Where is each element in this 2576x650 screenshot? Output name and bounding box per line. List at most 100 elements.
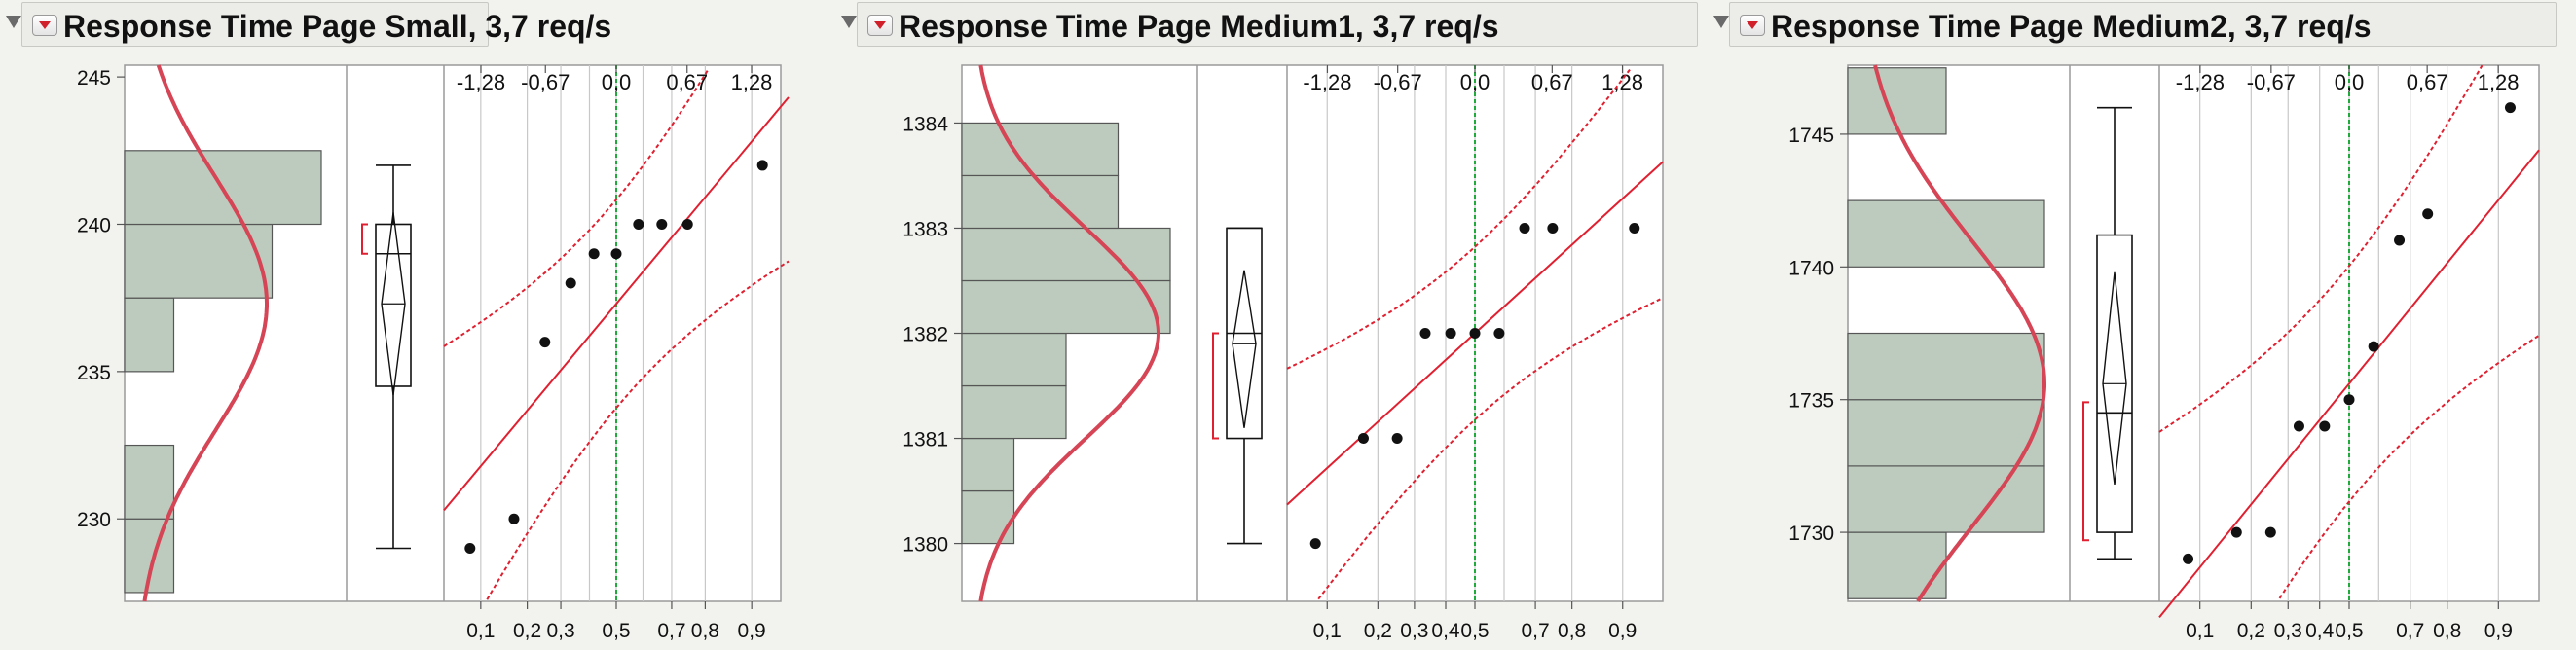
red-triangle-menu-icon[interactable] <box>867 15 893 36</box>
data-point <box>2368 341 2379 352</box>
probability-tick-label: 0,3 <box>2274 620 2302 642</box>
data-point <box>756 160 768 171</box>
y-tick-label: 1384 <box>902 113 948 135</box>
histogram-bar <box>1847 465 2045 533</box>
data-point <box>1629 222 1640 234</box>
panel-title: Response Time Page Small, 3,7 req/s <box>63 9 612 44</box>
probability-tick-label: 0,9 <box>738 620 766 642</box>
data-point <box>2293 420 2304 432</box>
probability-tick-label: 0,4 <box>1431 620 1460 642</box>
data-point <box>588 248 600 260</box>
mean-diamond <box>381 212 406 396</box>
y-tick-label: 240 <box>77 214 111 236</box>
y-tick-label: 1730 <box>1788 523 1834 545</box>
data-point <box>464 543 476 555</box>
y-tick-label: 230 <box>77 509 111 531</box>
probability-tick-label: 0,7 <box>1521 620 1549 642</box>
data-point <box>1547 222 1559 234</box>
quantile-tick-label: -0,67 <box>1374 70 1422 94</box>
probability-tick-label: 0,9 <box>2484 620 2513 642</box>
y-tick-label: 245 <box>77 67 111 90</box>
data-point <box>508 513 520 524</box>
shortest-half-bracket <box>361 223 368 255</box>
histogram-bar <box>1847 332 2045 401</box>
quantile-tick-label: -1,28 <box>2176 70 2225 94</box>
red-triangle-menu-icon[interactable] <box>1740 15 1765 36</box>
probability-tick-label: 0,8 <box>1558 620 1586 642</box>
data-point <box>1357 433 1369 445</box>
confidence-band-lower <box>486 260 790 600</box>
panel-header: Response Time Page Medium2, 3,7 req/s <box>1729 2 2557 47</box>
data-point <box>539 337 551 348</box>
shortest-half-bracket <box>1212 332 1219 440</box>
probability-tick-label: 0,8 <box>691 620 719 642</box>
data-point <box>2230 526 2242 538</box>
quantile-tick-label: 0,0 <box>2335 70 2365 94</box>
y-tick-label: 1735 <box>1788 390 1834 413</box>
y-tick-label: 1383 <box>902 218 948 240</box>
quantile-tick-label: 1,28 <box>731 70 773 94</box>
histogram-bar <box>124 444 175 520</box>
data-point <box>565 277 576 289</box>
quantile-tick-label: -1,28 <box>457 70 505 94</box>
data-point <box>681 218 693 230</box>
histogram-bar <box>961 227 1171 282</box>
probability-tick-label: 0,8 <box>2433 620 2461 642</box>
quantile-tick-label: 0,67 <box>1531 70 1573 94</box>
data-point <box>2319 420 2331 432</box>
histogram-bar <box>1847 531 1947 599</box>
y-tick-label: 1745 <box>1788 125 1834 147</box>
iqr-box <box>375 223 412 387</box>
data-point <box>2343 394 2355 406</box>
disclosure-triangle-icon[interactable] <box>841 16 857 28</box>
y-tick-label: 1740 <box>1788 257 1834 279</box>
disclosure-triangle-icon[interactable] <box>6 16 21 28</box>
panel-header: Response Time Page Medium1, 3,7 req/s <box>857 2 1698 47</box>
normal-density-curve <box>978 64 1161 602</box>
disclosure-triangle-icon[interactable] <box>1713 16 1729 28</box>
histogram-bar <box>124 297 175 373</box>
mean-diamond <box>2102 271 2127 486</box>
data-point <box>2183 553 2194 564</box>
red-triangle-menu-icon[interactable] <box>32 15 57 36</box>
data-point <box>2394 235 2406 246</box>
histogram-bar <box>1847 399 2045 467</box>
probability-tick-label: 0,9 <box>1608 620 1637 642</box>
quantile-tick-label: -1,28 <box>1303 70 1351 94</box>
data-point <box>1391 433 1403 445</box>
confidence-band-lower <box>1317 297 1664 600</box>
confidence-band-upper <box>1286 66 1633 370</box>
normal-quantile-line <box>2158 149 2540 619</box>
plot-frame <box>124 64 782 602</box>
data-point <box>1519 222 1530 234</box>
histogram-bar <box>961 437 1015 492</box>
quantile-tick-label: -0,67 <box>2247 70 2296 94</box>
data-point <box>1469 328 1481 339</box>
probability-tick-label: 0,3 <box>546 620 574 642</box>
histogram-bar <box>961 122 1120 177</box>
data-point <box>610 248 622 260</box>
probability-tick-label: 0,7 <box>657 620 685 642</box>
quantile-tick-label: 0,0 <box>1460 70 1490 94</box>
shortest-half-bracket <box>2082 401 2089 542</box>
probability-tick-label: 0,1 <box>1313 620 1342 642</box>
data-point <box>2504 102 2516 114</box>
panel-header: Response Time Page Small, 3,7 req/s <box>21 2 611 47</box>
probability-tick-label: 0,2 <box>2237 620 2265 642</box>
quantile-tick-label: 1,28 <box>1601 70 1643 94</box>
quantile-tick-label: -0,67 <box>521 70 570 94</box>
data-point <box>1419 328 1431 339</box>
probability-tick-label: 0,3 <box>1400 620 1428 642</box>
probability-tick-label: 0,1 <box>466 620 495 642</box>
quantile-tick-label: 1,28 <box>2478 70 2520 94</box>
confidence-band-upper <box>443 68 710 347</box>
probability-tick-label: 0,2 <box>513 620 541 642</box>
probability-tick-label: 0,7 <box>2396 620 2424 642</box>
confidence-band-upper <box>2158 64 2484 433</box>
probability-tick-label: 0,5 <box>1460 620 1489 642</box>
y-tick-label: 1380 <box>902 534 948 557</box>
data-point <box>656 218 668 230</box>
data-point <box>1493 328 1505 339</box>
